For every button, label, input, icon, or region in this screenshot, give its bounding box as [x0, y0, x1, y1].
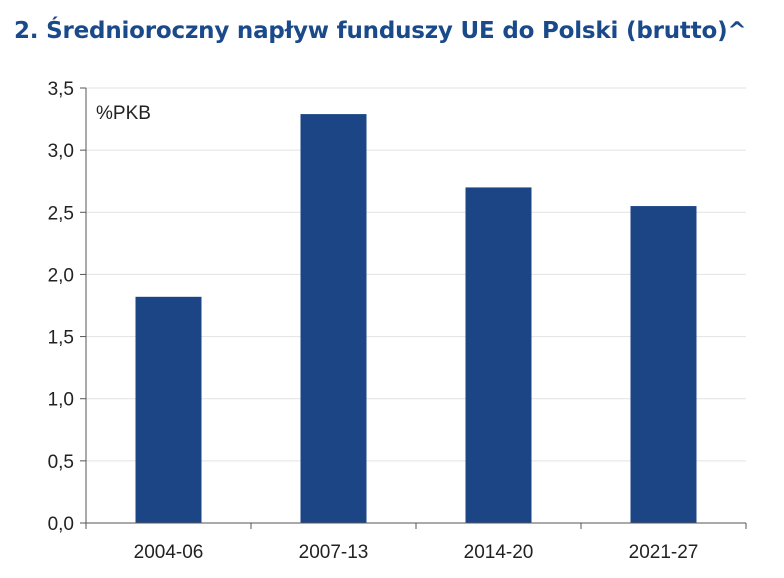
y-tick-label: 3,0 [48, 141, 74, 162]
bar [465, 187, 532, 523]
y-tick-label: 0,5 [48, 452, 74, 473]
bar [300, 114, 367, 523]
x-tick-labels: 2004-06 2007-13 2014-20 2021-27 [134, 542, 699, 563]
y-tick-labels: 0,0 0,5 1,0 1,5 2,0 2,5 3,0 3,5 [48, 79, 74, 535]
bars [135, 114, 697, 524]
y-tick-label: 0,0 [48, 514, 74, 535]
y-tick-label: 1,5 [48, 328, 74, 349]
bar [630, 206, 697, 524]
x-tick-label: 2014-20 [464, 542, 534, 563]
unit-label: %PKB [96, 103, 151, 124]
bar [135, 296, 202, 523]
y-tick-label: 2,5 [48, 203, 74, 224]
x-tick-label: 2004-06 [134, 542, 204, 563]
y-tick-label: 3,5 [48, 79, 74, 100]
y-tick-label: 2,0 [48, 265, 74, 286]
chart-title: 2. Średnioroczny napływ funduszy UE do P… [14, 18, 747, 44]
x-tick-label: 2007-13 [299, 542, 369, 563]
y-tick-label: 1,0 [48, 390, 74, 411]
axes [80, 87, 747, 529]
x-tick-label: 2021-27 [629, 542, 699, 563]
